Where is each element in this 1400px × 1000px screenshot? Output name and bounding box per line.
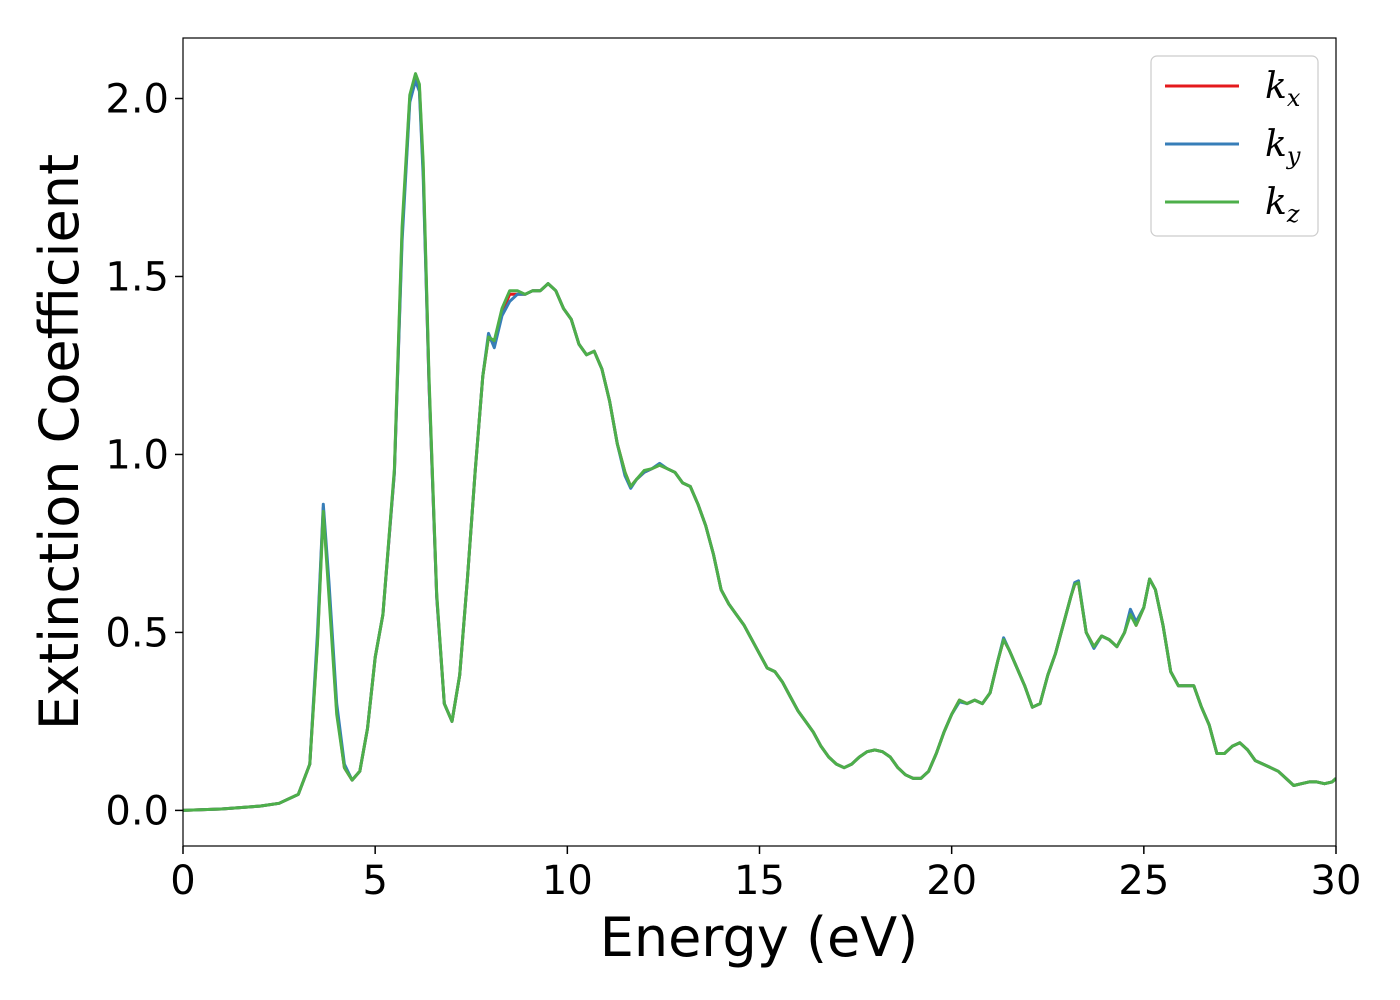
- y-axis: 0.0 0.5 1.0 1.5 2.0: [105, 77, 183, 834]
- legend-label-kz: kz: [1265, 182, 1300, 228]
- y-tick-label: 0.0: [105, 788, 169, 834]
- x-tick-label: 10: [542, 858, 593, 904]
- x-axis: 0 5 10 15 20 25 30: [170, 846, 1361, 904]
- x-tick-label: 25: [1118, 858, 1169, 904]
- legend: kx ky kz: [1150, 55, 1319, 237]
- y-tick-label: 1.5: [105, 254, 169, 300]
- y-tick-label: 2.0: [105, 77, 169, 123]
- legend-label-ky: ky: [1265, 124, 1301, 170]
- x-axis-title: Energy (eV): [600, 906, 919, 969]
- y-tick-label: 1.0: [105, 432, 169, 478]
- series-layer: [183, 72, 1336, 812]
- y-tick-label: 0.5: [105, 610, 169, 656]
- series-line-kz: [183, 72, 1336, 812]
- x-tick-label: 5: [362, 858, 387, 904]
- x-tick-label: 15: [734, 858, 785, 904]
- legend-label-kx: kx: [1265, 66, 1301, 112]
- x-tick-label: 20: [926, 858, 977, 904]
- x-tick-label: 0: [170, 858, 195, 904]
- y-axis-title: Extinction Coefficient: [28, 154, 91, 730]
- x-tick-label: 30: [1311, 858, 1362, 904]
- legend-box: [1150, 55, 1319, 237]
